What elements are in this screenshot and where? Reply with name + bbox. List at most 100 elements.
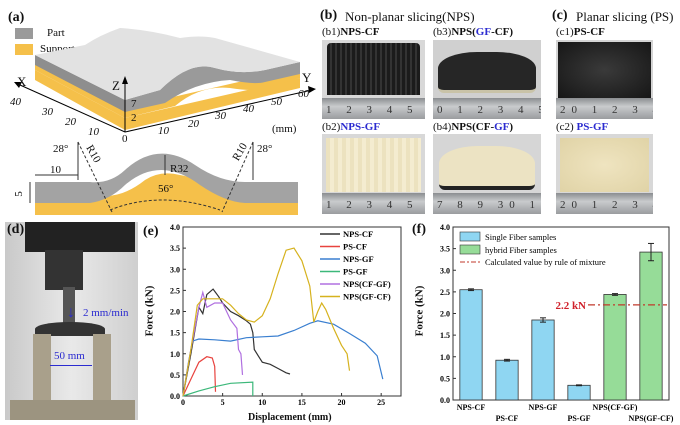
photo-ps-gf: 20 1 2 3 4 5 bbox=[556, 134, 653, 214]
photo-b4-title: (b4)NPS(CF-GF) bbox=[433, 121, 513, 133]
ruler: 1 2 3 4 5 6 bbox=[322, 193, 425, 214]
photo-nps-gf: 1 2 3 4 5 6 bbox=[322, 134, 425, 214]
c2-name: PS-GF bbox=[576, 121, 609, 133]
sample-white bbox=[560, 138, 649, 192]
x-tick-label: NPS-GF bbox=[529, 403, 558, 412]
series-line-PS-CF bbox=[182, 356, 217, 397]
photo-b2-title: (b2)NPS-GF bbox=[322, 121, 380, 133]
panel-f-label: (f) bbox=[412, 222, 426, 237]
e-xlabel: Displacement (mm) bbox=[248, 412, 332, 423]
x-tick-label: 15 bbox=[298, 398, 306, 407]
part-3d-model bbox=[14, 28, 316, 133]
force-bar-chart: 0.0 0.5 1.0 1.5 2.0 2.5 3.0 3.5 4.0 NPS-CF PS-CF NP… bbox=[440, 223, 674, 423]
photo-nps-gf-cf: 0 1 2 3 4 5 bbox=[433, 40, 541, 119]
legend-label: Calculated value by rule of mixture bbox=[485, 257, 606, 267]
bar-PS-CF bbox=[495, 359, 519, 401]
ruler-numbers: 1 2 3 4 5 6 7 bbox=[326, 104, 425, 116]
bar-NPS(GF-CF) bbox=[639, 251, 663, 401]
ruler-numbers: 1 2 3 4 5 6 bbox=[326, 199, 425, 211]
x-tick: 40 bbox=[10, 96, 21, 108]
legend-label: hybrid Fiber samples bbox=[485, 245, 557, 255]
y-tick-label: 3.0 bbox=[440, 266, 450, 275]
y-tick-label: 3.5 bbox=[440, 245, 450, 254]
sample-white bbox=[439, 146, 535, 190]
y-tick: 60 bbox=[298, 88, 309, 100]
x-tick-label: NPS(CF-GF) bbox=[593, 403, 638, 412]
y-tick-label: 2.5 bbox=[440, 288, 450, 297]
sample-black bbox=[327, 43, 420, 95]
y-tick: 30 bbox=[215, 110, 226, 122]
b4-open: NPS( bbox=[451, 121, 476, 133]
y-tick-label: 3.5 bbox=[170, 244, 180, 253]
y-tick-label: 1.5 bbox=[170, 329, 180, 338]
photo-b1-title: (b1)NPS-CF bbox=[322, 26, 379, 38]
sample-black bbox=[438, 52, 536, 93]
z-tick: 7 bbox=[131, 98, 137, 110]
b4-part2: GF bbox=[494, 121, 510, 133]
x-tick: 20 bbox=[65, 116, 76, 128]
b2-name: NPS-GF bbox=[340, 121, 381, 133]
legend-label: NPS(GF-CF) bbox=[343, 292, 391, 302]
plot-frame bbox=[182, 226, 402, 397]
c1-name: PS-CF bbox=[573, 26, 605, 38]
legend-label: Single Fiber samples bbox=[485, 232, 556, 242]
sample-black bbox=[558, 42, 651, 98]
thickness-label: 5 bbox=[12, 191, 25, 197]
y-tick-label: 0.0 bbox=[440, 396, 450, 405]
legend-label: NPS-CF bbox=[343, 229, 373, 239]
series-line-PS-GF bbox=[182, 381, 254, 397]
reference-label: 2.2 kN bbox=[555, 300, 586, 312]
x-tick-label: PS-CF bbox=[496, 414, 519, 423]
e-ylabel: Force (kN) bbox=[143, 285, 156, 337]
b4-prefix: (b4) bbox=[433, 121, 452, 133]
b3-close: ) bbox=[509, 26, 514, 38]
b1-name: NPS-CF bbox=[340, 26, 380, 38]
x-tick: 30 bbox=[42, 106, 53, 118]
y-tick-label: 3.0 bbox=[170, 265, 180, 274]
c1-prefix: (c1) bbox=[556, 26, 574, 38]
x-tick-label: PS-GF bbox=[567, 414, 590, 423]
x-tick-label: 10 bbox=[258, 398, 266, 407]
span-line bbox=[50, 365, 92, 366]
b3-prefix: (b3) bbox=[433, 26, 452, 38]
force-displacement-chart: 0.0 0.5 1.0 1.5 2.0 2.5 3.0 3.5 4.0 0 5 10 15 20 25 NPS… bbox=[170, 223, 402, 407]
x-tick-label: NPS-CF bbox=[457, 403, 486, 412]
x-tick-label: 25 bbox=[377, 398, 385, 407]
b4-part1: CF bbox=[475, 121, 491, 133]
speed-label: 2 mm/min bbox=[83, 307, 129, 319]
series-line-NPS-GF bbox=[182, 320, 384, 397]
b3-dash: - bbox=[491, 26, 495, 38]
base bbox=[10, 400, 135, 420]
bar-NPS-CF bbox=[459, 289, 483, 401]
panel-a-label: (a) bbox=[8, 10, 25, 25]
y-tick-label: 0.0 bbox=[170, 392, 180, 401]
axis-y-label: Y bbox=[302, 70, 312, 85]
legend-part-swatch bbox=[15, 28, 33, 39]
y-tick-label: 0.5 bbox=[170, 371, 180, 380]
panel-c-title: Planar slicing (PS) bbox=[576, 9, 674, 24]
b3-open: NPS( bbox=[451, 26, 476, 38]
ruler-numbers: 7 8 9 30 1 2 bbox=[437, 199, 541, 211]
y-tick-label: 2.0 bbox=[440, 310, 450, 319]
series-line-NPS(GF-CF) bbox=[182, 247, 351, 397]
x-tick: 0 bbox=[122, 133, 128, 145]
y-tick-label: 4.0 bbox=[440, 223, 450, 232]
panel-a: (a) Part Support X Y Z 40 30 20 10 0 10 … bbox=[0, 0, 320, 215]
ruler: 20 1 2 3 4 5 bbox=[556, 98, 653, 119]
angle-left-label: 28° bbox=[53, 143, 69, 155]
y-tick-label: 1.5 bbox=[440, 331, 450, 340]
arc-angle-label: 56° bbox=[158, 183, 174, 195]
x-tick-label: 0 bbox=[181, 398, 185, 407]
x-tick-label: 20 bbox=[338, 398, 346, 407]
y-tick-label: 4.0 bbox=[170, 223, 180, 232]
y-tick: 20 bbox=[188, 118, 199, 130]
legend-label: NPS(CF-GF) bbox=[343, 279, 391, 289]
y-tick: 40 bbox=[243, 103, 254, 115]
down-arrow-icon: ↓ bbox=[67, 304, 75, 321]
y-tick: 10 bbox=[158, 125, 169, 137]
legend-label: PS-CF bbox=[343, 242, 367, 252]
photo-nps-cf: 1 2 3 4 5 6 7 bbox=[322, 40, 425, 119]
axis-x-label: X bbox=[17, 74, 27, 89]
ruler-numbers: 0 1 2 3 4 5 bbox=[437, 104, 541, 116]
legend-support-swatch bbox=[15, 44, 33, 55]
